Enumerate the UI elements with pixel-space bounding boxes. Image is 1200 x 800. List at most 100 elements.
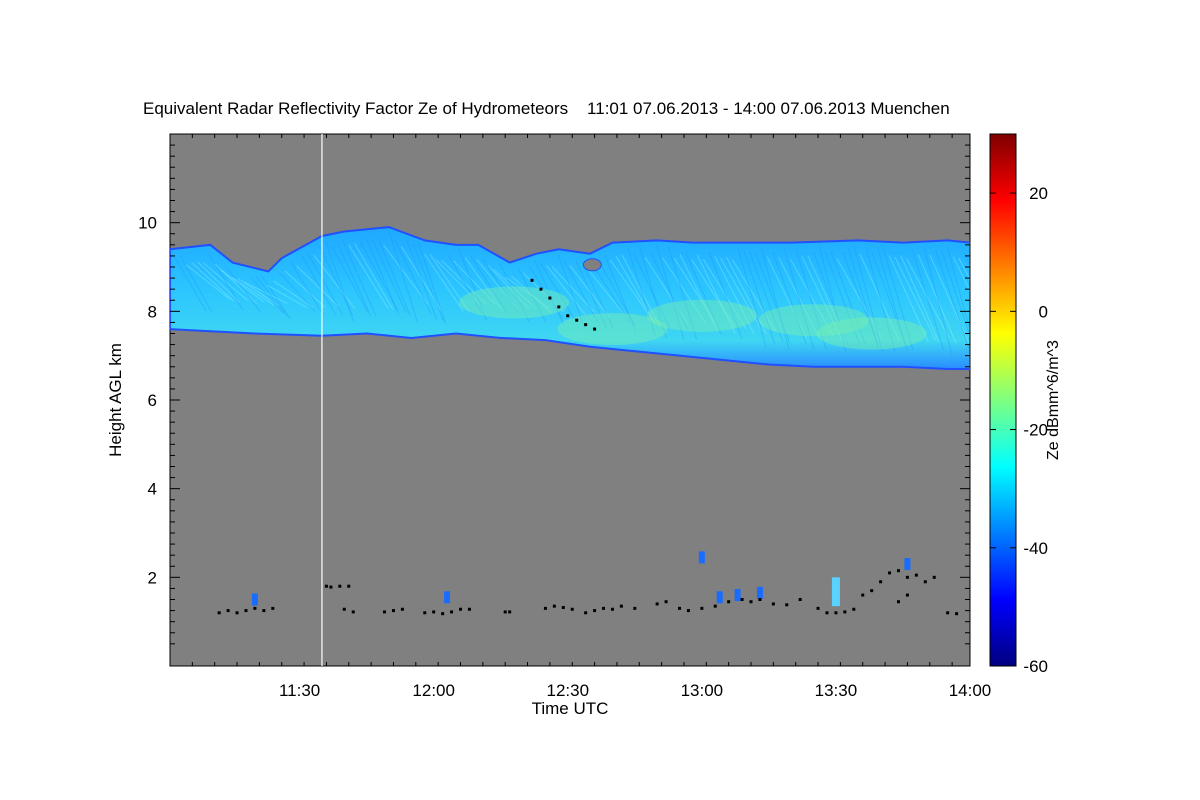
fall-streak [784,248,815,350]
y-axis: 2 4 6 8 10 [138,144,970,645]
fall-streak [725,256,768,334]
black-point [383,610,387,614]
fall-streak [319,246,354,317]
black-point [226,609,230,613]
black-point [575,318,579,322]
fall-streak [458,249,487,321]
fall-streak [243,281,288,304]
black-point [467,607,471,611]
black-point [896,600,900,604]
fall-streak [301,255,337,316]
fall-streak [394,240,432,315]
low-echo [698,551,705,564]
black-point [905,593,909,597]
colorbar-axis: 20 0 -20 -40 -60 [990,184,1048,676]
fall-streak [406,240,438,321]
fall-streak [191,262,235,302]
x-tick-label: 13:00 [681,681,724,700]
fall-streak [226,267,261,313]
x-axis-label: Time UTC [532,699,609,718]
fall-streak [249,276,285,314]
fall-streak [952,256,970,292]
plot-content [170,134,970,666]
black-point [566,314,570,318]
y-tick-label: 8 [148,302,157,321]
black-point [955,612,959,616]
fall-streak [284,270,326,309]
fall-streak [255,275,288,317]
fall-streak [749,251,784,343]
fall-streak [894,256,936,340]
fall-streak [911,249,944,350]
fall-streak [487,265,530,310]
fall-streak [418,242,447,324]
fall-streak [290,262,325,316]
fall-streak [261,275,291,320]
fall-streak [906,258,950,339]
black-point [593,609,597,613]
fall-streak [935,250,970,349]
black-point [262,609,266,613]
black-point [713,604,717,608]
fall-streak [423,253,464,312]
fall-streak [214,263,258,304]
fall-streak [766,256,808,339]
fall-streak [929,254,970,343]
black-point [686,609,690,613]
black-point [423,611,427,615]
y-tick-label: 10 [138,214,157,233]
fall-streak [174,256,207,312]
fall-streak [702,258,747,330]
fall-streak [528,265,564,320]
fall-streak [755,252,791,343]
fall-streak [877,247,908,351]
colorbar-tick-label: -60 [1023,657,1048,676]
black-point [235,611,239,615]
fall-streak [511,275,552,313]
fall-streak [400,245,442,311]
fall-streak [267,284,308,309]
fall-streak [865,246,896,352]
black-point [338,584,342,588]
fall-streak [720,257,763,332]
fall-streak [685,252,722,335]
reflectivity-core [646,299,757,332]
fall-streak [563,259,599,323]
black-point [400,607,404,611]
black-point [342,607,346,611]
black-point [771,602,775,606]
fall-streak [691,259,736,328]
fall-streak [633,252,671,329]
fall-streak [603,253,636,331]
plot-area [169,133,971,667]
reflectivity-core [758,304,869,337]
fall-streak [377,236,411,317]
fall-streak [238,278,280,307]
fall-streak [807,255,848,342]
fall-streak [598,260,636,326]
black-point [749,600,753,604]
fall-streak [574,258,607,328]
fall-streak [679,254,719,332]
colorbar-tick-label: 20 [1029,184,1048,203]
fall-streak [208,254,244,312]
fall-streak [540,262,576,320]
black-point [508,610,512,614]
x-tick-label: 11:30 [279,681,320,700]
fall-streak [464,257,504,311]
fall-streak [569,264,610,318]
low-echo [716,591,723,604]
low-echo [734,589,741,602]
black-point [633,606,637,610]
fall-streak [638,245,667,339]
reflectivity-core [459,286,570,319]
fall-streak [476,259,518,310]
fall-streak [348,244,389,309]
black-point [441,612,445,616]
black-point [324,584,328,588]
fall-streak [412,243,444,321]
x-tick-label: 14:00 [949,681,992,700]
fall-streak [307,253,343,315]
fall-streak [452,260,497,306]
fall-streak [667,246,698,340]
